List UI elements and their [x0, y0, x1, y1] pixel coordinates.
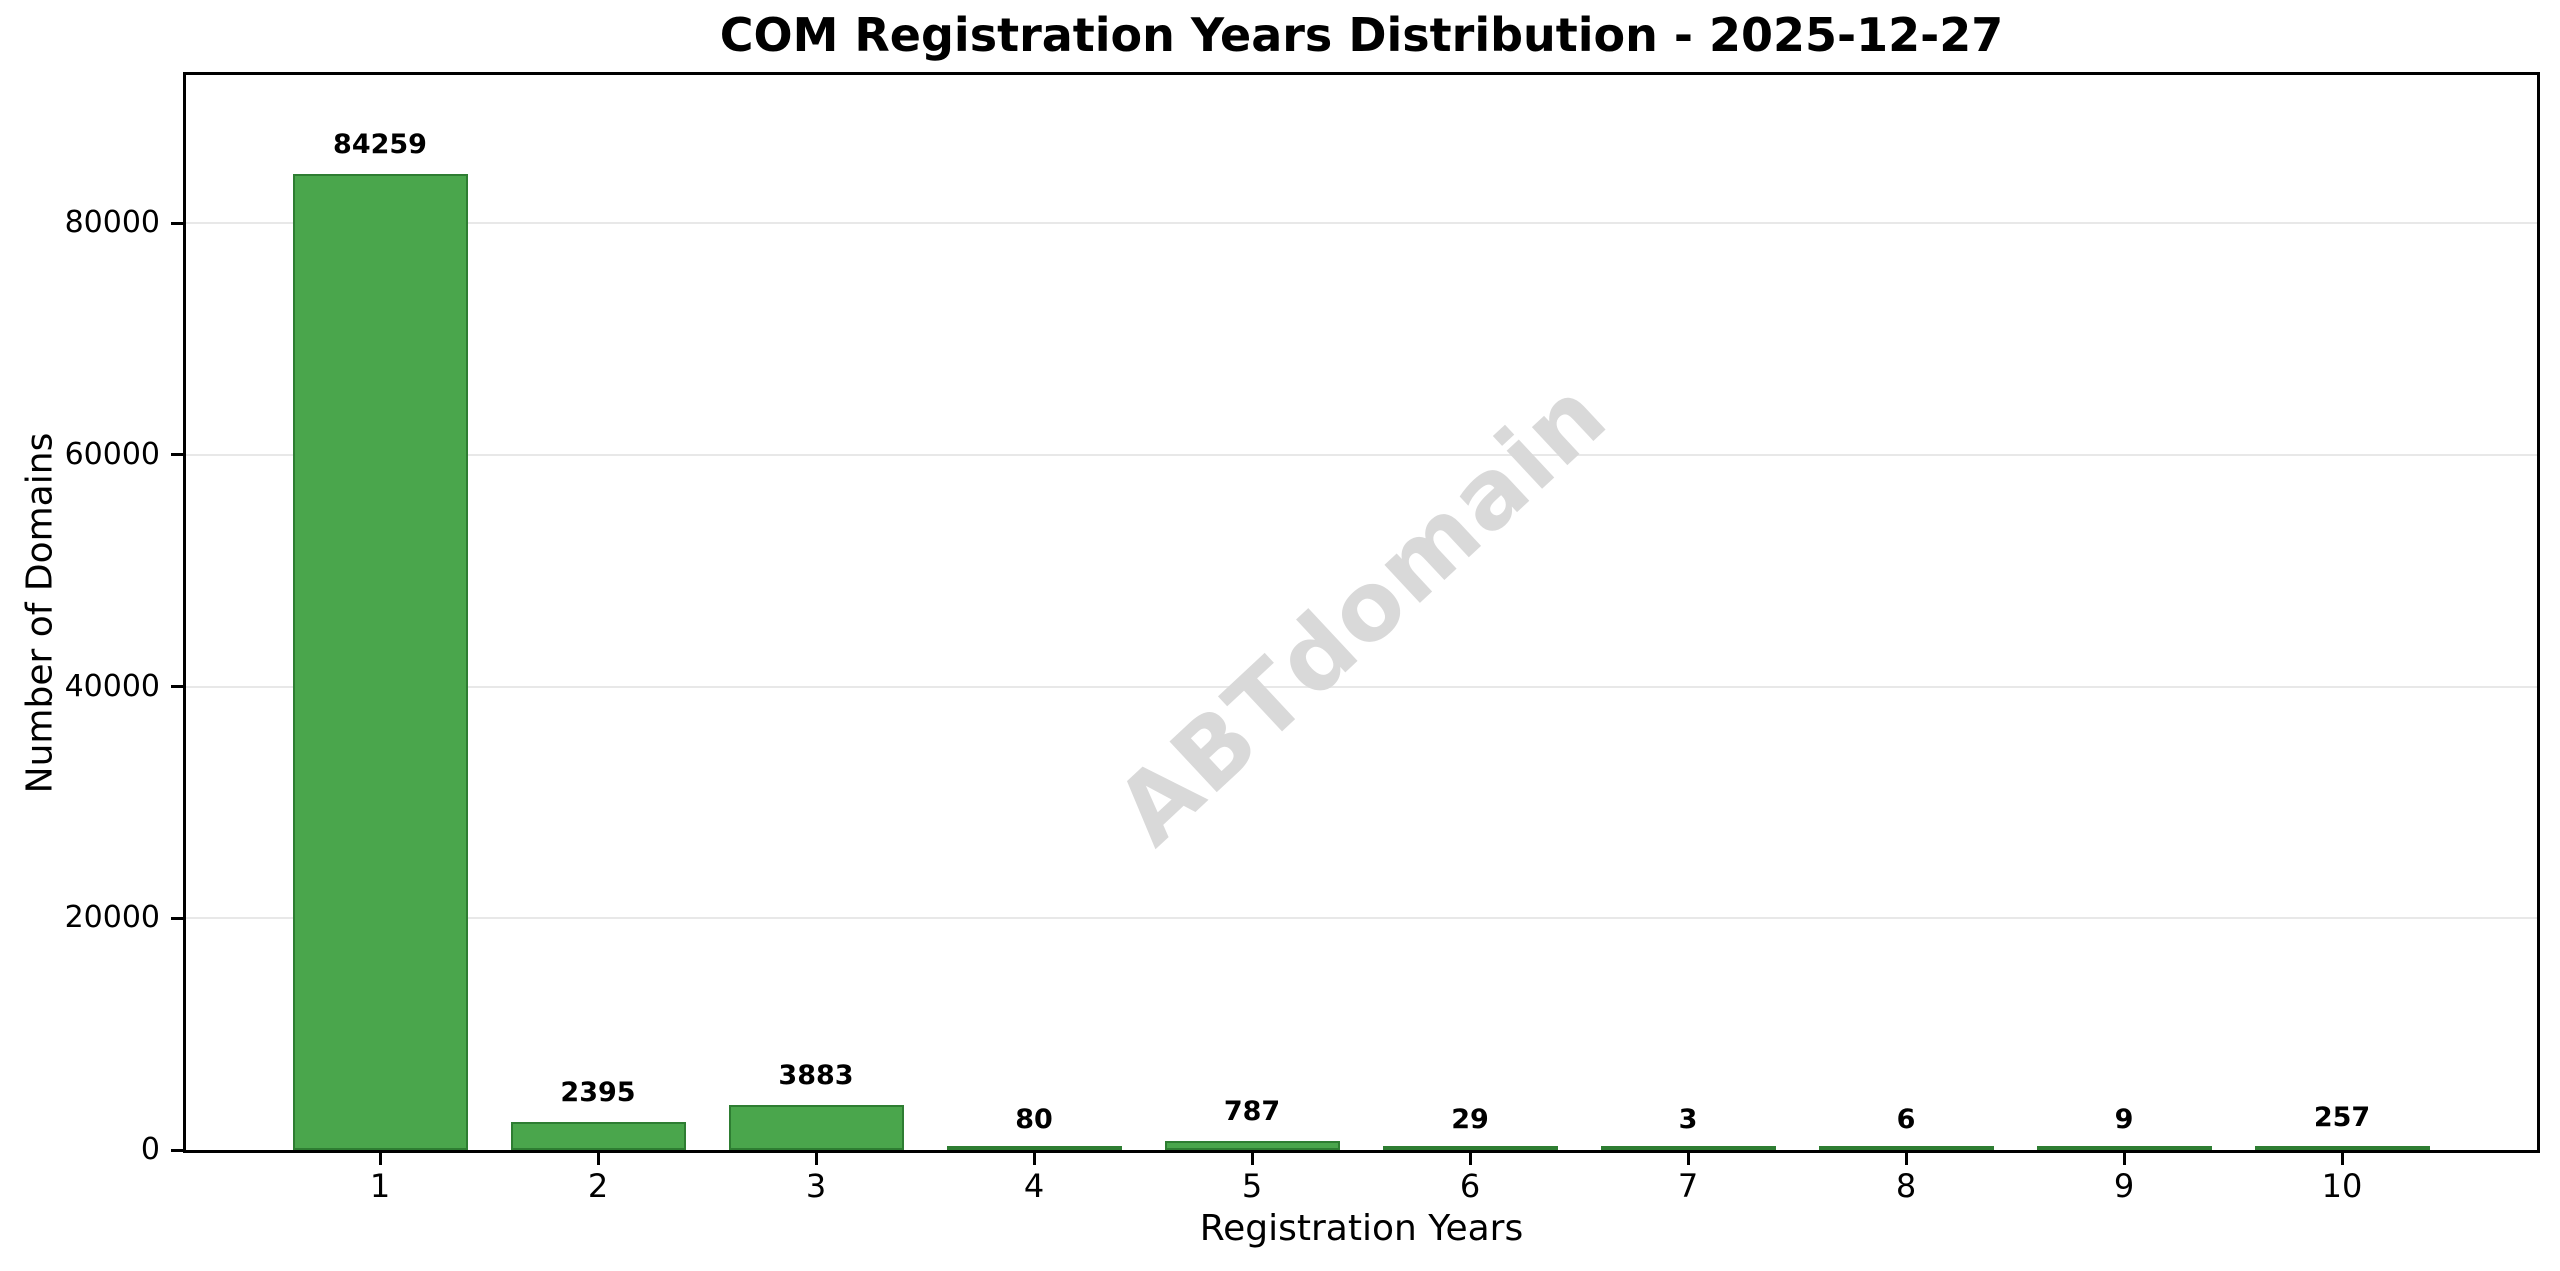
gridline [186, 917, 2537, 920]
y-tick-label: 40000 [64, 668, 160, 704]
x-axis-tick [1468, 1153, 1472, 1165]
x-axis-tick [814, 1153, 818, 1165]
gridline [186, 453, 2537, 456]
x-tick-label: 5 [1241, 1167, 1263, 1205]
bar-value-label: 787 [1223, 1095, 1281, 1127]
x-axis-tick [1686, 1153, 1690, 1165]
x-tick-label: 4 [1023, 1167, 1045, 1205]
y-axis-tick [171, 453, 183, 457]
bar-value-label: 9 [2114, 1104, 2134, 1135]
bar-value-label: 6 [1896, 1104, 1916, 1135]
x-tick-label: 9 [2113, 1167, 2135, 1205]
bar-value-label: 84259 [333, 128, 427, 160]
gridline [186, 222, 2537, 224]
bar-value-label: 3 [1678, 1104, 1698, 1135]
bar-value-label: 3883 [778, 1060, 854, 1092]
gridline [186, 685, 2537, 688]
bar [1382, 1146, 1558, 1150]
x-axis-tick [378, 1153, 382, 1165]
y-tick-label: 20000 [64, 900, 160, 936]
x-axis-tick [2122, 1153, 2126, 1165]
x-tick-label: 6 [1459, 1167, 1481, 1205]
x-tick-label: 8 [1895, 1167, 1917, 1205]
x-tick-label: 7 [1677, 1167, 1699, 1205]
x-axis-label: Registration Years [1199, 1208, 1524, 1249]
x-axis-tick [1904, 1153, 1908, 1165]
plot-area: ABTdomain 0 20000 40000 60000 80000 84259 1 239… [65, 72, 2540, 1205]
bar [292, 173, 468, 1150]
y-axis-tick [171, 916, 183, 920]
bar [2036, 1146, 2212, 1150]
bar [1164, 1140, 1340, 1150]
y-tick-label: 0 [140, 1132, 160, 1167]
y-axis-tick [171, 1148, 183, 1152]
x-axis-tick [596, 1153, 600, 1165]
y-axis-tick [171, 685, 183, 688]
bar-value-label: 29 [1451, 1104, 1489, 1135]
x-tick-label: 1 [369, 1167, 391, 1205]
y-axis-tick [171, 221, 183, 225]
bar-value-label: 257 [2313, 1102, 2371, 1134]
x-tick-label: 3 [805, 1167, 827, 1205]
x-axis-tick [1032, 1153, 1036, 1165]
bar [946, 1146, 1122, 1150]
bar [1818, 1146, 1994, 1150]
bar [2254, 1146, 2430, 1150]
bar [728, 1105, 904, 1150]
bar [510, 1122, 686, 1150]
bar [1600, 1146, 1776, 1150]
y-tick-label: 80000 [64, 205, 160, 240]
bar-value-label: 80 [1015, 1104, 1053, 1135]
x-tick-label: 10 [2321, 1167, 2363, 1205]
x-axis-tick [2340, 1153, 2344, 1165]
chart-title: COM Registration Years Distribution - 20… [719, 8, 2004, 62]
y-tick-label: 60000 [64, 436, 160, 472]
bar-value-label: 2395 [560, 1077, 636, 1109]
x-tick-label: 2 [587, 1167, 609, 1205]
watermark: ABTdomain [1095, 359, 1628, 866]
y-axis-label-text: Number of Domains [19, 432, 61, 794]
x-axis-tick [1250, 1153, 1254, 1165]
